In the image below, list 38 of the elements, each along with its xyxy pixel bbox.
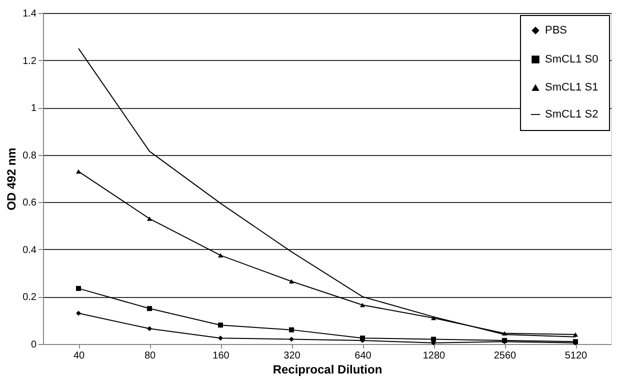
y-tick-label: 0.8	[22, 150, 37, 162]
x-tick-label: 2560	[494, 350, 517, 362]
point	[289, 279, 294, 284]
legend-label: SmCL1 S1	[545, 82, 598, 94]
y-axis-title: OD 492 nm	[4, 148, 19, 210]
point	[147, 326, 152, 332]
point	[431, 336, 436, 342]
point	[76, 310, 81, 316]
legend-label: SmCL1 S2	[545, 108, 598, 120]
point	[218, 336, 223, 341]
y-tick-label: 0.2	[22, 292, 37, 304]
legend-label: SmCL1 S0	[545, 54, 598, 66]
y-tick-label: 1.4	[22, 8, 37, 20]
x-tick-label: 40	[73, 350, 85, 362]
y-tick-label: 0.6	[22, 198, 37, 209]
y-tick-label: 1.2	[22, 56, 37, 67]
point	[76, 169, 81, 174]
legend-label: PBS	[545, 24, 568, 36]
x-tick-label: 640	[354, 350, 372, 362]
x-tick-label: 320	[284, 350, 301, 362]
point	[289, 336, 294, 342]
y-tick-label: 1	[30, 103, 37, 114]
point	[218, 322, 223, 328]
x-tick-label: 5120	[564, 350, 588, 362]
y-tick-label: 0.4	[22, 244, 37, 256]
point	[360, 302, 365, 308]
point	[218, 253, 223, 258]
x-tick-label: 80	[144, 350, 156, 362]
point	[502, 331, 507, 336]
x-tick-label: 160	[212, 350, 230, 362]
point	[76, 286, 81, 291]
x-axis-title: Reciprocal Dilution	[272, 362, 382, 376]
point	[431, 316, 436, 320]
x-tick-label: 1280	[422, 350, 446, 362]
point	[289, 327, 294, 332]
point	[147, 216, 152, 221]
y-tick-label: 0	[30, 340, 37, 350]
point	[147, 306, 152, 312]
